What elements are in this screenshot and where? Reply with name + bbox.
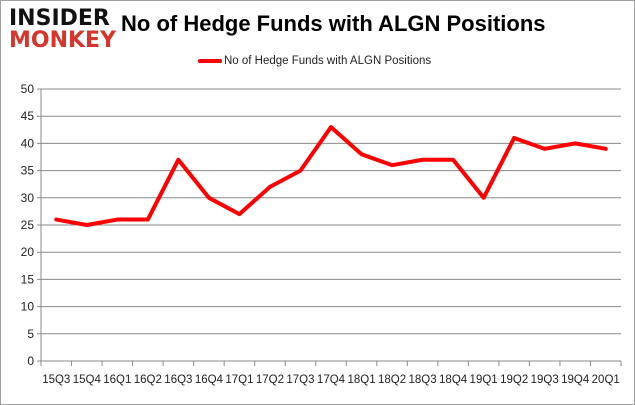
logo-line1: INSIDER <box>9 6 110 31</box>
y-tick-label: 5 <box>27 327 34 341</box>
x-tick-label: 15Q3 <box>42 374 70 386</box>
chart-title: No of Hedge Funds with ALGN Positions <box>121 11 546 36</box>
legend: No of Hedge Funds with ALGN Positions <box>198 55 431 67</box>
x-tick-label: 16Q2 <box>134 374 162 386</box>
y-tick-label: 0 <box>27 354 34 368</box>
x-tick-label: 17Q1 <box>225 374 253 386</box>
x-tick-label: 17Q3 <box>286 374 314 386</box>
x-tick-label: 15Q4 <box>73 374 102 386</box>
logo-line2: MONKEY <box>9 28 117 53</box>
x-tick-label: 16Q3 <box>164 374 192 386</box>
y-tick-label: 35 <box>21 164 35 178</box>
x-tick-label: 16Q1 <box>103 374 131 386</box>
x-tick-label: 18Q3 <box>409 374 437 386</box>
y-tick-label: 30 <box>21 191 35 205</box>
legend-swatch <box>198 59 222 63</box>
y-tick-label: 20 <box>21 245 35 259</box>
y-tick-label: 25 <box>21 218 35 232</box>
y-tick-label: 45 <box>21 109 35 123</box>
x-tick-label: 18Q1 <box>347 374 375 386</box>
y-tick-label: 10 <box>21 300 35 314</box>
x-tick-label: 19Q4 <box>561 374 590 386</box>
x-tick-label: 16Q4 <box>195 374 224 386</box>
insider-monkey-logo: INSIDER MONKEY <box>9 6 119 53</box>
x-tick-label: 17Q4 <box>317 374 346 386</box>
x-tick-label: 17Q2 <box>256 374 284 386</box>
x-tick-label: 18Q4 <box>439 374 468 386</box>
x-tick-label: 18Q2 <box>378 374 406 386</box>
x-tick-label: 19Q1 <box>470 374 498 386</box>
y-tick-label: 40 <box>21 136 35 150</box>
series-line <box>54 125 608 227</box>
x-tick-label: 20Q1 <box>592 374 620 386</box>
legend-label: No of Hedge Funds with ALGN Positions <box>224 55 432 67</box>
x-tick-label: 19Q2 <box>500 374 528 386</box>
x-tick-label: 19Q3 <box>531 374 559 386</box>
y-tick-label: 15 <box>21 272 35 286</box>
y-tick-label: 50 <box>21 82 35 96</box>
